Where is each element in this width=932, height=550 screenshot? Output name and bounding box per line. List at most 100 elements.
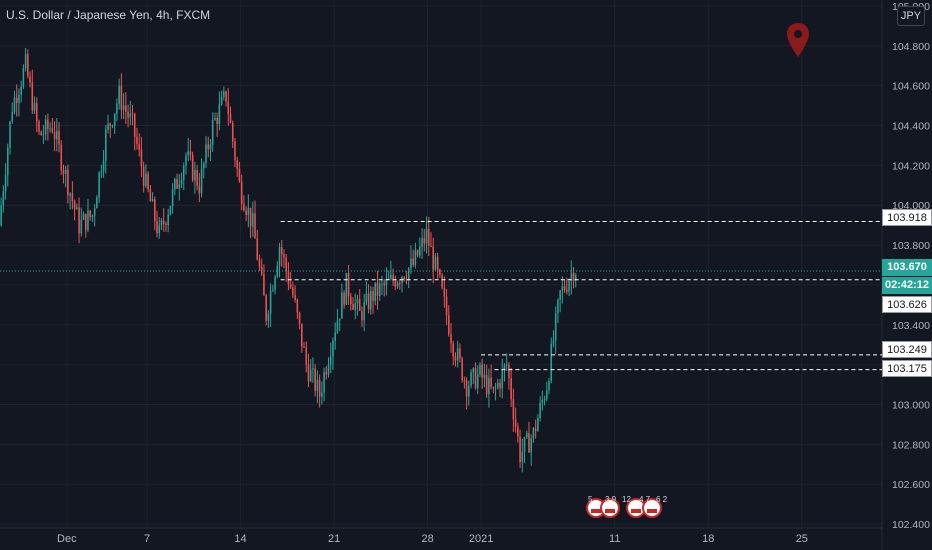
candle: [220, 90, 223, 106]
candle: [84, 213, 87, 238]
candle-body: [205, 144, 207, 164]
candle-body: [147, 173, 149, 190]
candle: [87, 198, 89, 233]
candle: [125, 92, 127, 124]
candle: [151, 192, 154, 202]
candle: [566, 277, 568, 295]
candle-body: [285, 257, 287, 271]
candle: [51, 117, 54, 134]
candle: [470, 369, 472, 389]
candle-body: [165, 223, 167, 226]
candle-body: [151, 199, 154, 202]
candle-body: [2, 191, 5, 206]
candle-body: [301, 323, 303, 347]
candle-body: [336, 320, 339, 333]
candle: [49, 122, 51, 133]
candle-body: [407, 268, 410, 280]
candle: [22, 64, 25, 89]
candle: [127, 104, 129, 128]
candle-body: [69, 193, 71, 196]
candle-body: [98, 172, 100, 198]
candle-body: [352, 303, 354, 310]
candle: [548, 377, 550, 395]
candle-body: [570, 272, 573, 282]
candle-body: [274, 276, 276, 290]
candle: [523, 436, 526, 464]
candle: [234, 137, 236, 168]
candle: [354, 293, 357, 320]
candle-body: [9, 121, 11, 148]
candle-body: [4, 175, 7, 192]
candle: [296, 298, 299, 319]
candle: [162, 208, 165, 232]
candle: [69, 192, 71, 210]
candle-body: [49, 128, 51, 130]
candle: [298, 311, 301, 330]
candle-body: [528, 432, 530, 453]
candle-body: [240, 181, 243, 204]
candle-body: [432, 246, 434, 270]
candle-body: [71, 193, 74, 202]
candle-body: [499, 382, 501, 389]
candle: [481, 358, 483, 389]
candle: [441, 273, 443, 290]
candle-body: [394, 280, 397, 287]
candle-body: [178, 184, 181, 189]
candle-body: [314, 368, 316, 392]
candle-body: [174, 179, 176, 190]
candle: [528, 421, 530, 453]
candle: [178, 174, 181, 201]
candle-body: [448, 315, 450, 335]
candle-body: [73, 201, 76, 210]
candle-body: [305, 347, 308, 365]
candle: [263, 264, 265, 296]
candle: [247, 194, 250, 228]
candle: [285, 254, 287, 282]
candle: [158, 217, 161, 239]
candle-body: [13, 97, 16, 112]
candle-body: [412, 258, 414, 265]
candle-body: [180, 179, 183, 185]
candle: [347, 265, 350, 305]
candle: [229, 106, 232, 124]
candle-body: [445, 296, 448, 316]
candle: [278, 242, 281, 278]
candle-body: [31, 82, 34, 111]
candle-body: [563, 286, 566, 290]
candle-body: [109, 123, 112, 126]
candle-body: [510, 377, 512, 400]
candle: [174, 177, 176, 196]
candle: [410, 245, 412, 274]
candle: [412, 249, 414, 268]
candle: [185, 152, 187, 175]
candle: [56, 118, 58, 152]
candle-body: [530, 438, 532, 453]
candle-body: [492, 386, 495, 389]
candle-body: [537, 418, 539, 432]
event-flag-icon: [600, 498, 620, 518]
candle-body: [225, 91, 227, 102]
candle-body: [479, 364, 481, 375]
candle-body: [207, 144, 210, 150]
candle: [105, 125, 107, 174]
candle-body: [374, 282, 377, 301]
event-flag-stripe: [605, 509, 615, 513]
candle-body: [116, 103, 118, 114]
currency-button[interactable]: JPY: [897, 6, 925, 26]
y-tick-label: 104.800: [892, 41, 930, 53]
candle-body: [294, 294, 296, 300]
candle-body: [396, 282, 399, 287]
candle: [463, 376, 466, 389]
candle: [256, 229, 259, 261]
candle-body: [345, 272, 348, 305]
location-pin-icon[interactable]: [786, 22, 810, 58]
candle: [15, 84, 18, 117]
candle-body: [187, 151, 189, 156]
candle: [116, 98, 118, 122]
candle: [13, 90, 16, 115]
y-tick-label: 102.600: [892, 479, 930, 491]
candle-body: [497, 382, 499, 388]
candle-body: [485, 374, 488, 395]
candle-body: [321, 392, 323, 397]
